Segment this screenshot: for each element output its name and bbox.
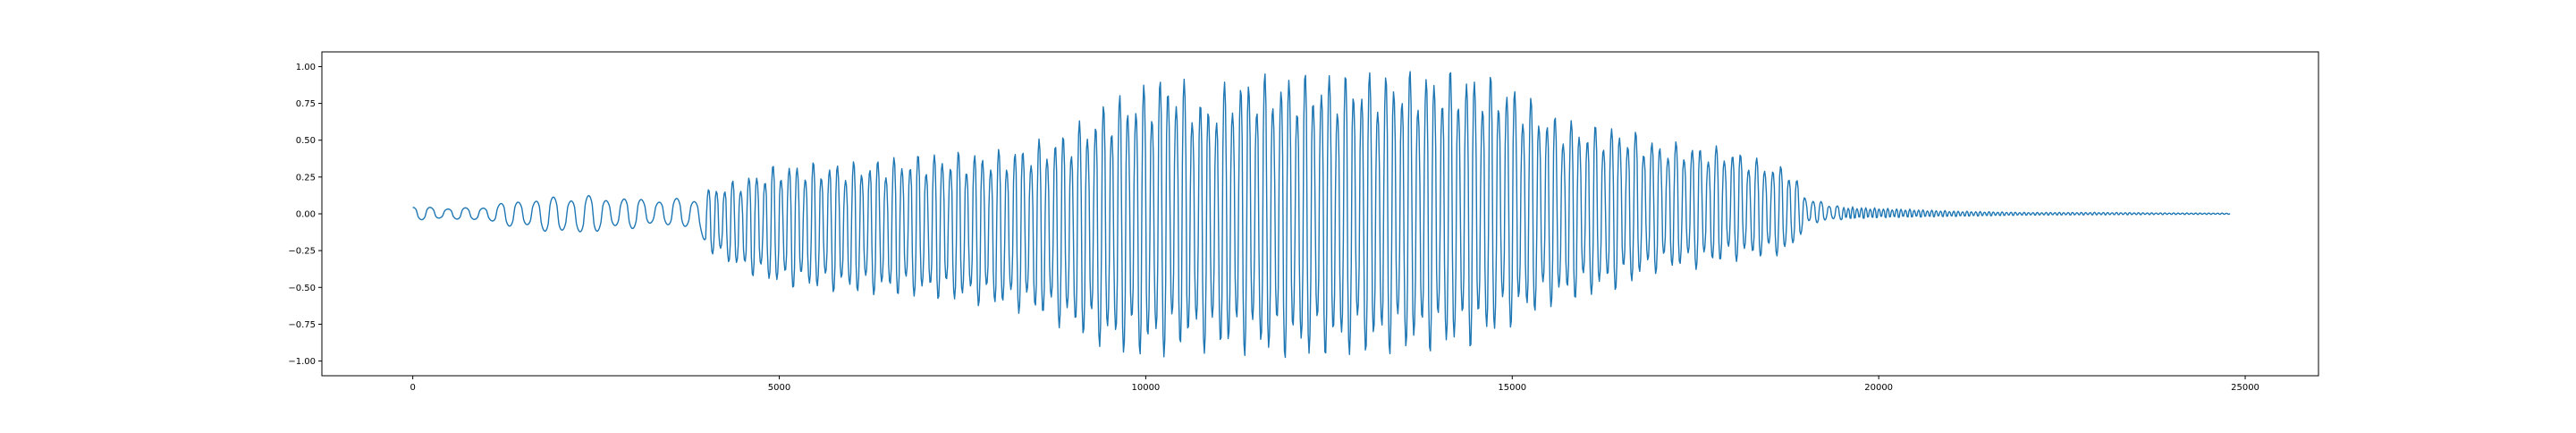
- y-tick-label: 0.50: [296, 136, 316, 146]
- y-tick-label: −0.75: [288, 320, 316, 330]
- y-axis: 1.00 0.75 0.50 0.25 0.00 −0.25 −0.50 −0.75 −1.00: [288, 63, 322, 367]
- x-tick-label: 20000: [1864, 383, 1893, 393]
- axes-frame: [321, 51, 2319, 377]
- y-tick-label: −0.50: [288, 284, 316, 293]
- y-tick-label: 1.00: [296, 63, 316, 72]
- waveform-series-line: [412, 71, 2231, 359]
- y-tick-label: 0.00: [296, 210, 316, 220]
- x-tick-label: 0: [410, 383, 415, 393]
- y-tick-label: −1.00: [288, 357, 316, 367]
- y-tick-label: 0.25: [296, 173, 316, 183]
- plot-area: [412, 71, 2231, 359]
- x-axis: 0 5000 10000 15000 20000 25000: [410, 376, 2259, 393]
- x-tick-label: 15000: [1498, 383, 1526, 393]
- x-tick-label: 25000: [2231, 383, 2259, 393]
- y-tick-label: −0.25: [288, 247, 316, 257]
- y-tick-label: 0.75: [296, 99, 316, 109]
- x-tick-label: 5000: [768, 383, 790, 393]
- x-tick-label: 10000: [1131, 383, 1160, 393]
